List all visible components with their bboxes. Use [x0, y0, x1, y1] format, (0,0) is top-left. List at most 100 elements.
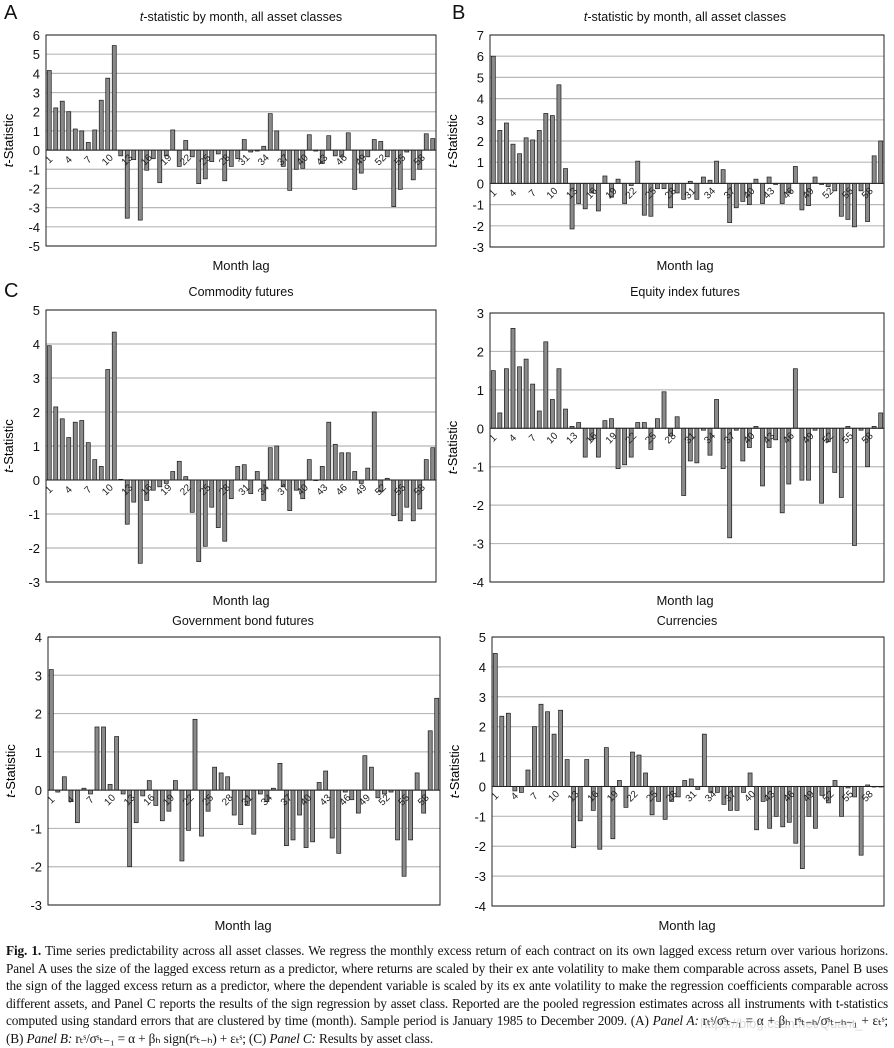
y-tick-label: 5	[479, 630, 486, 645]
bar-lag-47	[345, 132, 351, 151]
bar-lag-3	[61, 776, 67, 791]
bar-lag-30	[238, 789, 244, 825]
bar-lag-11	[111, 45, 117, 151]
y-tick-label: -3	[472, 537, 484, 552]
bar-lag-14	[133, 789, 139, 824]
bar-lag-47	[345, 452, 351, 481]
bar-lag-4	[510, 143, 516, 184]
y-tick-label: -3	[30, 898, 42, 913]
y-tick-label: -3	[28, 575, 40, 590]
bar-lag-15	[140, 789, 146, 797]
bar-lag-39	[740, 427, 746, 462]
y-tick-label: 2	[477, 134, 484, 149]
bar-lag-20	[615, 178, 621, 184]
x-tick-label: 1	[488, 187, 500, 199]
bar-lag-6	[79, 130, 85, 151]
bar-lag-3	[59, 418, 65, 481]
x-tick-label: 58	[416, 792, 432, 808]
x-tick-label: 1	[490, 791, 502, 803]
bar-lag-7	[88, 789, 93, 795]
bar-lag-49	[362, 755, 368, 791]
y-axis-label: t-Statistic	[447, 744, 462, 798]
x-tick-label: 34	[259, 792, 275, 808]
bar-lag-41	[306, 459, 312, 481]
bar-lag-31	[241, 139, 247, 151]
caption-c-prefix: (C)	[248, 1030, 267, 1046]
y-tick-label: -4	[474, 899, 486, 914]
y-tick-label: 5	[33, 303, 40, 318]
bar-lag-11	[114, 736, 119, 791]
bar-lag-6	[525, 769, 531, 787]
bar-lag-44	[326, 421, 332, 481]
chart-title-b: t-statistic by month, all asset classes	[583, 10, 787, 24]
x-tick-label: 4	[507, 187, 519, 199]
bar-lag-44	[329, 789, 335, 839]
x-tick-label: 7	[83, 154, 95, 166]
y-tick-label: 0	[35, 783, 42, 798]
y-tick-label: 1	[35, 745, 42, 760]
x-tick-label: 1	[488, 432, 500, 444]
bar-lag-12	[563, 168, 568, 184]
bar-lag-51	[371, 139, 377, 151]
x-tick-label: 10	[102, 792, 118, 808]
x-tick-label: 43	[315, 152, 331, 168]
bar-lag-24	[643, 772, 648, 787]
bar-lag-11	[558, 709, 563, 787]
bar-lag-19	[609, 418, 614, 429]
x-tick-label: 34	[702, 186, 718, 202]
y-tick-label: 2	[33, 405, 40, 420]
bar-lag-11	[111, 331, 117, 481]
bar-lag-10	[105, 369, 111, 481]
bar-lag-43	[766, 176, 772, 184]
bar-lag-32	[694, 427, 700, 464]
bar-lag-57	[858, 183, 864, 192]
y-tick-label: 0	[477, 421, 484, 436]
x-tick-label: 1	[44, 484, 56, 496]
bar-lag-47	[792, 166, 798, 184]
bar-lag-26	[209, 479, 215, 508]
x-tick-label: 7	[83, 484, 95, 496]
bar-lag-3	[59, 100, 65, 151]
bar-lag-28	[225, 776, 231, 791]
bar-lag-6	[523, 137, 529, 184]
bar-lag-48	[352, 149, 358, 190]
y-tick-label: -2	[28, 181, 40, 196]
x-tick-label: 4	[63, 484, 75, 496]
bar-lag-1	[46, 345, 52, 481]
bar-lag-17	[595, 427, 601, 458]
x-tick-label: 49	[354, 482, 370, 498]
bar-lag-8	[538, 703, 544, 787]
bar-lag-42	[316, 782, 322, 791]
bar-lag-56	[404, 479, 410, 508]
bar-lag-12	[563, 408, 568, 429]
bar-lag-9	[545, 711, 550, 787]
bar-lag-9	[98, 466, 104, 481]
bar-lag-22	[183, 476, 189, 481]
bar-lag-31	[241, 464, 247, 481]
bar-lag-15	[584, 759, 590, 787]
x-tick-label: 43	[315, 482, 331, 498]
y-tick-label: 3	[479, 690, 486, 705]
plot-frame	[489, 312, 885, 583]
y-tick-label: 4	[33, 66, 40, 81]
bar-lag-53	[832, 183, 838, 192]
bar-lag-27	[661, 391, 667, 429]
y-tick-label: -1	[472, 460, 484, 475]
panel-letter-c: C	[4, 280, 19, 302]
bar-lag-32	[251, 789, 257, 835]
bar-lag-6	[523, 358, 529, 429]
x-tick-label: 1	[46, 794, 58, 806]
bar-lag-11	[556, 84, 562, 184]
bar-lag-20	[617, 780, 622, 787]
y-tick-label: 4	[33, 337, 40, 352]
x-tick-label: 10	[545, 430, 561, 446]
y-tick-label: -3	[472, 240, 484, 255]
y-tick-label: 1	[477, 155, 484, 170]
x-tick-label: 34	[256, 152, 272, 168]
bar-lag-21	[176, 460, 182, 481]
bar-lag-57	[414, 772, 420, 791]
bar-lag-36	[277, 762, 283, 791]
bar-lag-20	[170, 129, 176, 151]
bar-lag-59	[871, 155, 877, 184]
